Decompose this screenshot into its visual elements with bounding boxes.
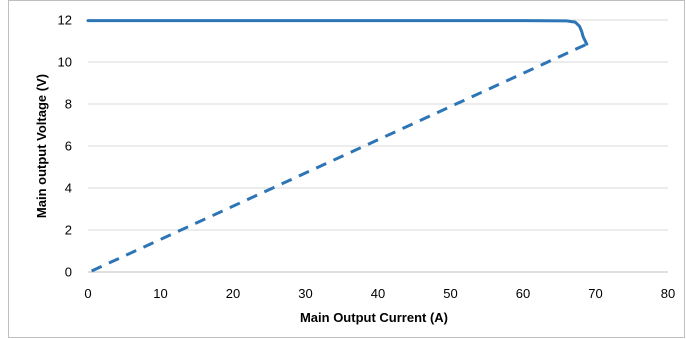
y-tick-label: 6	[65, 139, 72, 154]
y-tick-labels: 0 2 4 6 8 10 12	[58, 13, 72, 280]
x-tick-label: 50	[443, 286, 457, 301]
x-tick-label: 70	[588, 286, 602, 301]
x-tick-labels: 0 10 20 30 40 50 60 70 80	[84, 286, 675, 301]
x-tick-label: 80	[661, 286, 675, 301]
series-line-2	[91, 42, 588, 273]
x-tick-label: 30	[298, 286, 312, 301]
y-tick-label: 2	[65, 223, 72, 238]
y-tick-label: 10	[58, 55, 72, 70]
series-line-1	[86, 19, 589, 46]
x-axis-title: Main Output Current (A)	[300, 310, 448, 325]
chart-frame	[8, 0, 685, 338]
x-tick-label: 60	[516, 286, 530, 301]
y-tick-label: 8	[65, 97, 72, 112]
y-tick-label: 0	[65, 265, 72, 280]
x-tick-label: 40	[371, 286, 385, 301]
x-tick-label: 10	[153, 286, 167, 301]
x-tick-label: 0	[84, 286, 91, 301]
series-group	[86, 19, 589, 273]
gridlines	[88, 19, 668, 231]
y-axis-title: Main output Voltage (V)	[34, 74, 49, 218]
y-tick-label: 12	[58, 13, 72, 28]
x-tick-label: 20	[226, 286, 240, 301]
y-tick-label: 4	[65, 181, 72, 196]
